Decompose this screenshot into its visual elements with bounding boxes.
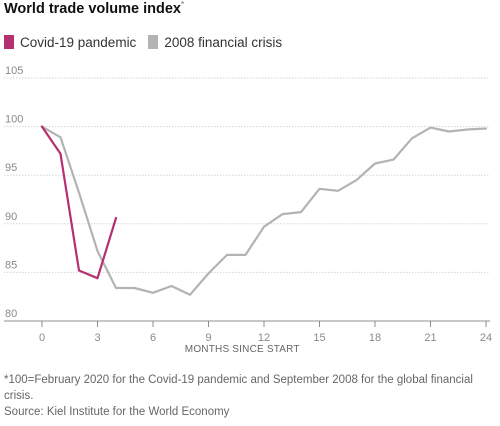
legend-label-2008: 2008 financial crisis bbox=[164, 34, 283, 50]
chart-legend: Covid-19 pandemic 2008 financial crisis bbox=[4, 33, 294, 51]
y-tick-label-85: 85 bbox=[5, 259, 17, 271]
x-tick-label-18: 18 bbox=[369, 332, 381, 344]
legend-swatch-2008 bbox=[148, 35, 159, 49]
y-tick-label-80: 80 bbox=[5, 308, 17, 320]
x-tick-label-3: 3 bbox=[94, 332, 100, 344]
x-tick-label-21: 21 bbox=[424, 332, 436, 344]
legend-swatch-covid bbox=[4, 35, 14, 49]
footnote-marker: * bbox=[181, 0, 185, 9]
x-tick-label-9: 9 bbox=[205, 332, 211, 344]
chart-footnote: *100=February 2020 for the Covid-19 pand… bbox=[4, 374, 473, 402]
legend-item-covid: Covid-19 pandemic bbox=[4, 35, 136, 50]
chart-title: World trade volume index* bbox=[4, 0, 184, 17]
x-axis-ticks: 0 3 6 9 12 15 18 21 24 bbox=[39, 321, 492, 344]
legend-item-2008: 2008 financial crisis bbox=[148, 35, 282, 50]
legend-label-covid: Covid-19 pandemic bbox=[20, 34, 137, 50]
x-tick-label-6: 6 bbox=[150, 332, 156, 344]
y-tick-label-95: 95 bbox=[5, 162, 17, 174]
chart-gridlines bbox=[4, 77, 490, 322]
x-tick-label-15: 15 bbox=[313, 332, 325, 344]
x-tick-label-0: 0 bbox=[39, 332, 45, 344]
y-tick-label-100: 100 bbox=[5, 114, 23, 126]
y-axis-ticks: 80 85 90 95 100 105 bbox=[5, 65, 23, 320]
y-tick-label-105: 105 bbox=[5, 65, 23, 77]
chart-series bbox=[40, 125, 488, 296]
x-tick-label-24: 24 bbox=[480, 332, 492, 344]
x-tick-label-12: 12 bbox=[258, 332, 270, 344]
x-axis-label: MONTHS SINCE START bbox=[185, 344, 300, 355]
chart-source: Source: Kiel Institute for the World Eco… bbox=[4, 406, 230, 418]
series-line-covid bbox=[40, 125, 118, 280]
chart-title-text: World trade volume index bbox=[4, 0, 181, 17]
series-line-2008 bbox=[40, 125, 488, 296]
y-tick-label-90: 90 bbox=[5, 211, 17, 223]
